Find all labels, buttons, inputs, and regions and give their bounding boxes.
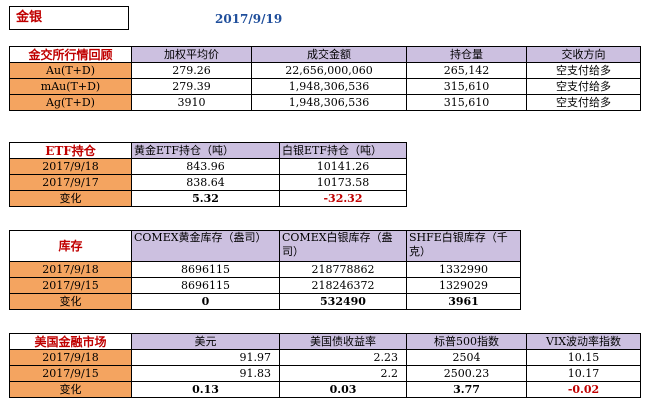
table-cell: 265,142	[406, 62, 527, 79]
table-row: 2017/9/18 91.97 2.23 2504 10.15	[9, 349, 641, 366]
column-header: 美元	[131, 333, 280, 350]
table-cell: 空支付给多	[526, 94, 641, 111]
table-cell: 5.32	[131, 190, 280, 207]
row-label: 变化	[9, 293, 132, 310]
table-row: 2017/9/18 8696115 218778862 1332990	[9, 261, 521, 278]
column-header: 美国债收益率	[279, 333, 407, 350]
row-label: 2017/9/18	[9, 261, 132, 278]
column-header: 持仓量	[406, 46, 527, 63]
page-title: 金银	[9, 6, 129, 30]
table-cell: 2.23	[279, 349, 407, 366]
table-cell: 2.2	[279, 365, 407, 382]
row-label: mAu(T+D)	[9, 78, 132, 95]
table-cell: 3.77	[406, 381, 527, 398]
column-header: 加权平均价	[131, 46, 252, 63]
table-cell: 91.97	[131, 349, 280, 366]
table-cell: 10.15	[526, 349, 641, 366]
us-market-table: 美国金融市场 美元 美国债收益率 标普500指数 VIX波动率指数 2017/9…	[9, 333, 641, 398]
table-cell: 843.96	[131, 158, 280, 175]
table-row: mAu(T+D) 279.39 1,948,306,536 315,610 空支…	[9, 78, 641, 95]
table-cell: 91.83	[131, 365, 280, 382]
table-cell: 2500.23	[406, 365, 527, 382]
column-header: 成交金额	[251, 46, 407, 63]
table-cell: 10.17	[526, 365, 641, 382]
table-cell: 2504	[406, 349, 527, 366]
row-label: Au(T+D)	[9, 62, 132, 79]
table-cell: -32.32	[279, 190, 407, 207]
table-cell: 0.03	[279, 381, 407, 398]
report-date: 2017/9/19	[215, 12, 283, 26]
table-cell: 0	[131, 293, 280, 310]
table-cell: 10173.58	[279, 174, 407, 191]
table-row: 2017/9/17 838.64 10173.58	[9, 174, 407, 191]
stock-header-row: 库存 COMEX黄金库存（盎司） COMEX白银库存（盎司） SHFE白银库存（…	[9, 230, 521, 262]
us-market-header-row: 美国金融市场 美元 美国债收益率 标普500指数 VIX波动率指数	[9, 333, 641, 350]
row-label: Ag(T+D)	[9, 94, 132, 111]
table-cell: 218778862	[279, 261, 407, 278]
table-cell: 空支付给多	[526, 78, 641, 95]
row-label: 2017/9/15	[9, 365, 132, 382]
row-label: 变化	[9, 381, 132, 398]
table-cell: 315,610	[406, 78, 527, 95]
change-row: 变化 0 532490 3961	[9, 293, 521, 310]
stock-table: 库存 COMEX黄金库存（盎司） COMEX白银库存（盎司） SHFE白银库存（…	[9, 230, 521, 310]
column-header: VIX波动率指数	[526, 333, 641, 350]
table-cell: 22,656,000,060	[251, 62, 407, 79]
table-cell: 10141.26	[279, 158, 407, 175]
table-cell: 1332990	[406, 261, 521, 278]
column-header: 黄金ETF持仓（吨）	[131, 142, 280, 159]
etf-title: ETF持仓	[9, 142, 132, 159]
etf-header-row: ETF持仓 黄金ETF持仓（吨） 白银ETF持仓（吨）	[9, 142, 407, 159]
row-label: 变化	[9, 190, 132, 207]
table-cell: 315,610	[406, 94, 527, 111]
exchange-title: 金交所行情回顾	[9, 46, 132, 63]
table-cell: -0.02	[526, 381, 641, 398]
row-label: 2017/9/15	[9, 277, 132, 294]
column-header: 标普500指数	[406, 333, 527, 350]
table-cell: 532490	[279, 293, 407, 310]
table-cell: 279.39	[131, 78, 252, 95]
table-cell: 1,948,306,536	[251, 94, 407, 111]
row-label: 2017/9/18	[9, 349, 132, 366]
exchange-table: 金交所行情回顾 加权平均价 成交金额 持仓量 交收方向 Au(T+D) 279.…	[9, 46, 641, 111]
column-header: COMEX黄金库存（盎司）	[131, 230, 280, 262]
table-cell: 3961	[406, 293, 521, 310]
etf-table: ETF持仓 黄金ETF持仓（吨） 白银ETF持仓（吨） 2017/9/18 84…	[9, 142, 407, 207]
table-cell: 0.13	[131, 381, 280, 398]
us-market-title: 美国金融市场	[9, 333, 132, 350]
table-row: 2017/9/18 843.96 10141.26	[9, 158, 407, 175]
table-cell: 838.64	[131, 174, 280, 191]
table-cell: 1,948,306,536	[251, 78, 407, 95]
table-cell: 空支付给多	[526, 62, 641, 79]
column-header: SHFE白银库存（千克）	[406, 230, 521, 262]
column-header: 交收方向	[526, 46, 641, 63]
row-label: 2017/9/17	[9, 174, 132, 191]
table-cell: 218246372	[279, 277, 407, 294]
table-row: Ag(T+D) 3910 1,948,306,536 315,610 空支付给多	[9, 94, 641, 111]
change-row: 变化 5.32 -32.32	[9, 190, 407, 207]
column-header: 白银ETF持仓（吨）	[279, 142, 407, 159]
row-label: 2017/9/18	[9, 158, 132, 175]
table-cell: 3910	[131, 94, 252, 111]
table-row: 2017/9/15 91.83 2.2 2500.23 10.17	[9, 365, 641, 382]
stock-title: 库存	[9, 230, 132, 262]
table-cell: 8696115	[131, 261, 280, 278]
table-cell: 8696115	[131, 277, 280, 294]
table-row: Au(T+D) 279.26 22,656,000,060 265,142 空支…	[9, 62, 641, 79]
table-cell: 279.26	[131, 62, 252, 79]
exchange-header-row: 金交所行情回顾 加权平均价 成交金额 持仓量 交收方向	[9, 46, 641, 63]
column-header: COMEX白银库存（盎司）	[279, 230, 407, 262]
table-cell: 1329029	[406, 277, 521, 294]
table-row: 2017/9/15 8696115 218246372 1329029	[9, 277, 521, 294]
change-row: 变化 0.13 0.03 3.77 -0.02	[9, 381, 641, 398]
